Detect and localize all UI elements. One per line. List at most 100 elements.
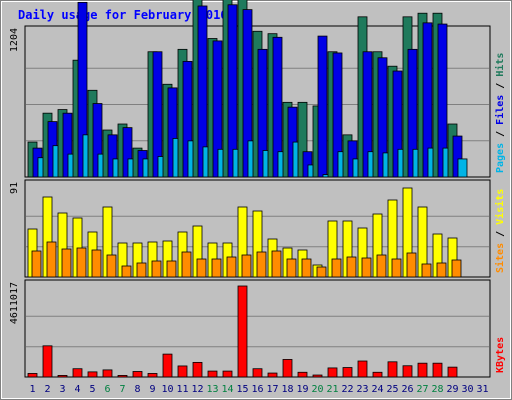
x-tick-label: 27 — [416, 384, 428, 395]
bar-kbytes — [57, 375, 68, 378]
bar-sites — [316, 266, 327, 278]
bar-kbytes — [312, 374, 323, 378]
x-tick-label: 22 — [341, 384, 353, 395]
panel-max-label: 91 — [9, 182, 20, 194]
bar-sites — [211, 258, 222, 278]
panel-right-legend: Sites / Visits — [494, 189, 506, 273]
bar-kbytes — [417, 362, 428, 378]
bar-sites — [346, 256, 357, 278]
x-tick-label: 15 — [236, 384, 248, 395]
bar-files — [362, 51, 373, 178]
bar-kbytes — [207, 370, 218, 378]
x-tick-label: 12 — [191, 384, 203, 395]
bar-sites — [256, 251, 267, 278]
bar-files — [212, 40, 223, 178]
x-tick-label: 8 — [134, 384, 140, 395]
x-tick-label: 10 — [161, 384, 173, 395]
bar-sites — [451, 259, 462, 278]
legend-separator: / — [495, 225, 506, 243]
bar-files — [437, 23, 448, 178]
bar-kbytes — [387, 361, 398, 378]
bar-sites — [31, 250, 42, 278]
bar-files — [332, 52, 343, 178]
bar-sites — [331, 258, 342, 278]
x-tick-label: 7 — [119, 384, 125, 395]
bar-sites — [196, 258, 207, 278]
legend-hits: Hits — [494, 53, 506, 77]
legend-separator: / — [495, 77, 506, 95]
bar-sites — [361, 257, 372, 278]
x-tick-label: 1 — [29, 384, 35, 395]
bar-kbytes — [447, 366, 458, 378]
bar-files — [242, 9, 253, 178]
bar-sites — [376, 254, 387, 278]
bar-sites — [46, 241, 57, 278]
panel-right-legend: Pages / Files / Hits — [494, 53, 506, 173]
x-tick-label: 4 — [74, 384, 80, 395]
bar-sites — [61, 248, 72, 278]
bar-sites — [406, 252, 417, 278]
bar-files — [377, 57, 388, 178]
bar-files — [62, 112, 73, 178]
x-tick-label: 17 — [266, 384, 278, 395]
legend-separator: / — [495, 125, 506, 143]
chart-panels: 1204 Pages / Files / Hits 91 Sites / Visits… — [9, 0, 506, 378]
bar-sites — [181, 251, 192, 278]
bar-files — [77, 1, 88, 178]
x-tick-label: 11 — [176, 384, 188, 395]
bar-kbytes — [237, 285, 248, 378]
x-tick-label: 21 — [326, 384, 338, 395]
x-tick-label: 3 — [59, 384, 65, 395]
bar-kbytes — [357, 360, 368, 378]
bar-sites — [226, 256, 237, 278]
bar-kbytes — [327, 367, 338, 378]
x-tick-label: 13 — [206, 384, 218, 395]
x-tick-label: 14 — [221, 384, 233, 395]
bar-sites — [421, 263, 432, 278]
bar-files — [92, 103, 103, 178]
bar-hits — [297, 101, 308, 178]
bar-sites — [301, 258, 312, 278]
bar-kbytes — [432, 362, 443, 378]
bar-files — [452, 135, 463, 178]
bar-files — [317, 35, 328, 178]
x-tick-label: 19 — [296, 384, 308, 395]
bar-sites — [241, 254, 252, 278]
bar-files — [107, 134, 118, 178]
panel-hits-files-pages: 1204 Pages / Files / Hits — [9, 0, 506, 178]
panel-kbytes: 4611017 KBytes — [9, 279, 506, 378]
bar-files — [407, 48, 418, 178]
legend-files: Files — [494, 95, 506, 125]
bar-kbytes — [402, 365, 413, 378]
panel-visits-sites: 91 Sites / Visits — [9, 179, 506, 278]
x-tick-label: 26 — [401, 384, 413, 395]
bar-sites — [91, 249, 102, 278]
bar-files — [422, 22, 433, 178]
x-tick-label: 6 — [104, 384, 110, 395]
bar-kbytes — [177, 365, 188, 378]
panel-right-legend: KBytes — [495, 337, 506, 373]
bar-files — [182, 60, 193, 178]
legend-sites: Sites — [494, 243, 506, 273]
x-tick-label: 16 — [251, 384, 263, 395]
bar-files — [227, 4, 238, 178]
bar-sites — [121, 265, 132, 278]
x-tick-label: 25 — [386, 384, 398, 395]
panel-max-label: 4611017 — [9, 282, 20, 324]
bar-kbytes — [102, 369, 113, 378]
bar-files — [167, 87, 178, 178]
x-tick-label: 24 — [371, 384, 383, 395]
bar-files — [392, 70, 403, 178]
x-tick-label: 28 — [431, 384, 443, 395]
chart-title: Daily usage for February 2016 — [18, 8, 228, 22]
bar-kbytes — [252, 368, 263, 378]
panel-frame — [24, 279, 491, 378]
bar-sites — [76, 247, 87, 278]
x-tick-label: 5 — [89, 384, 95, 395]
x-tick-label: 2 — [44, 384, 50, 395]
bar-files — [197, 5, 208, 178]
panel-max-label: 1204 — [9, 28, 20, 52]
bar-kbytes — [147, 373, 158, 378]
bar-kbytes — [342, 367, 353, 378]
